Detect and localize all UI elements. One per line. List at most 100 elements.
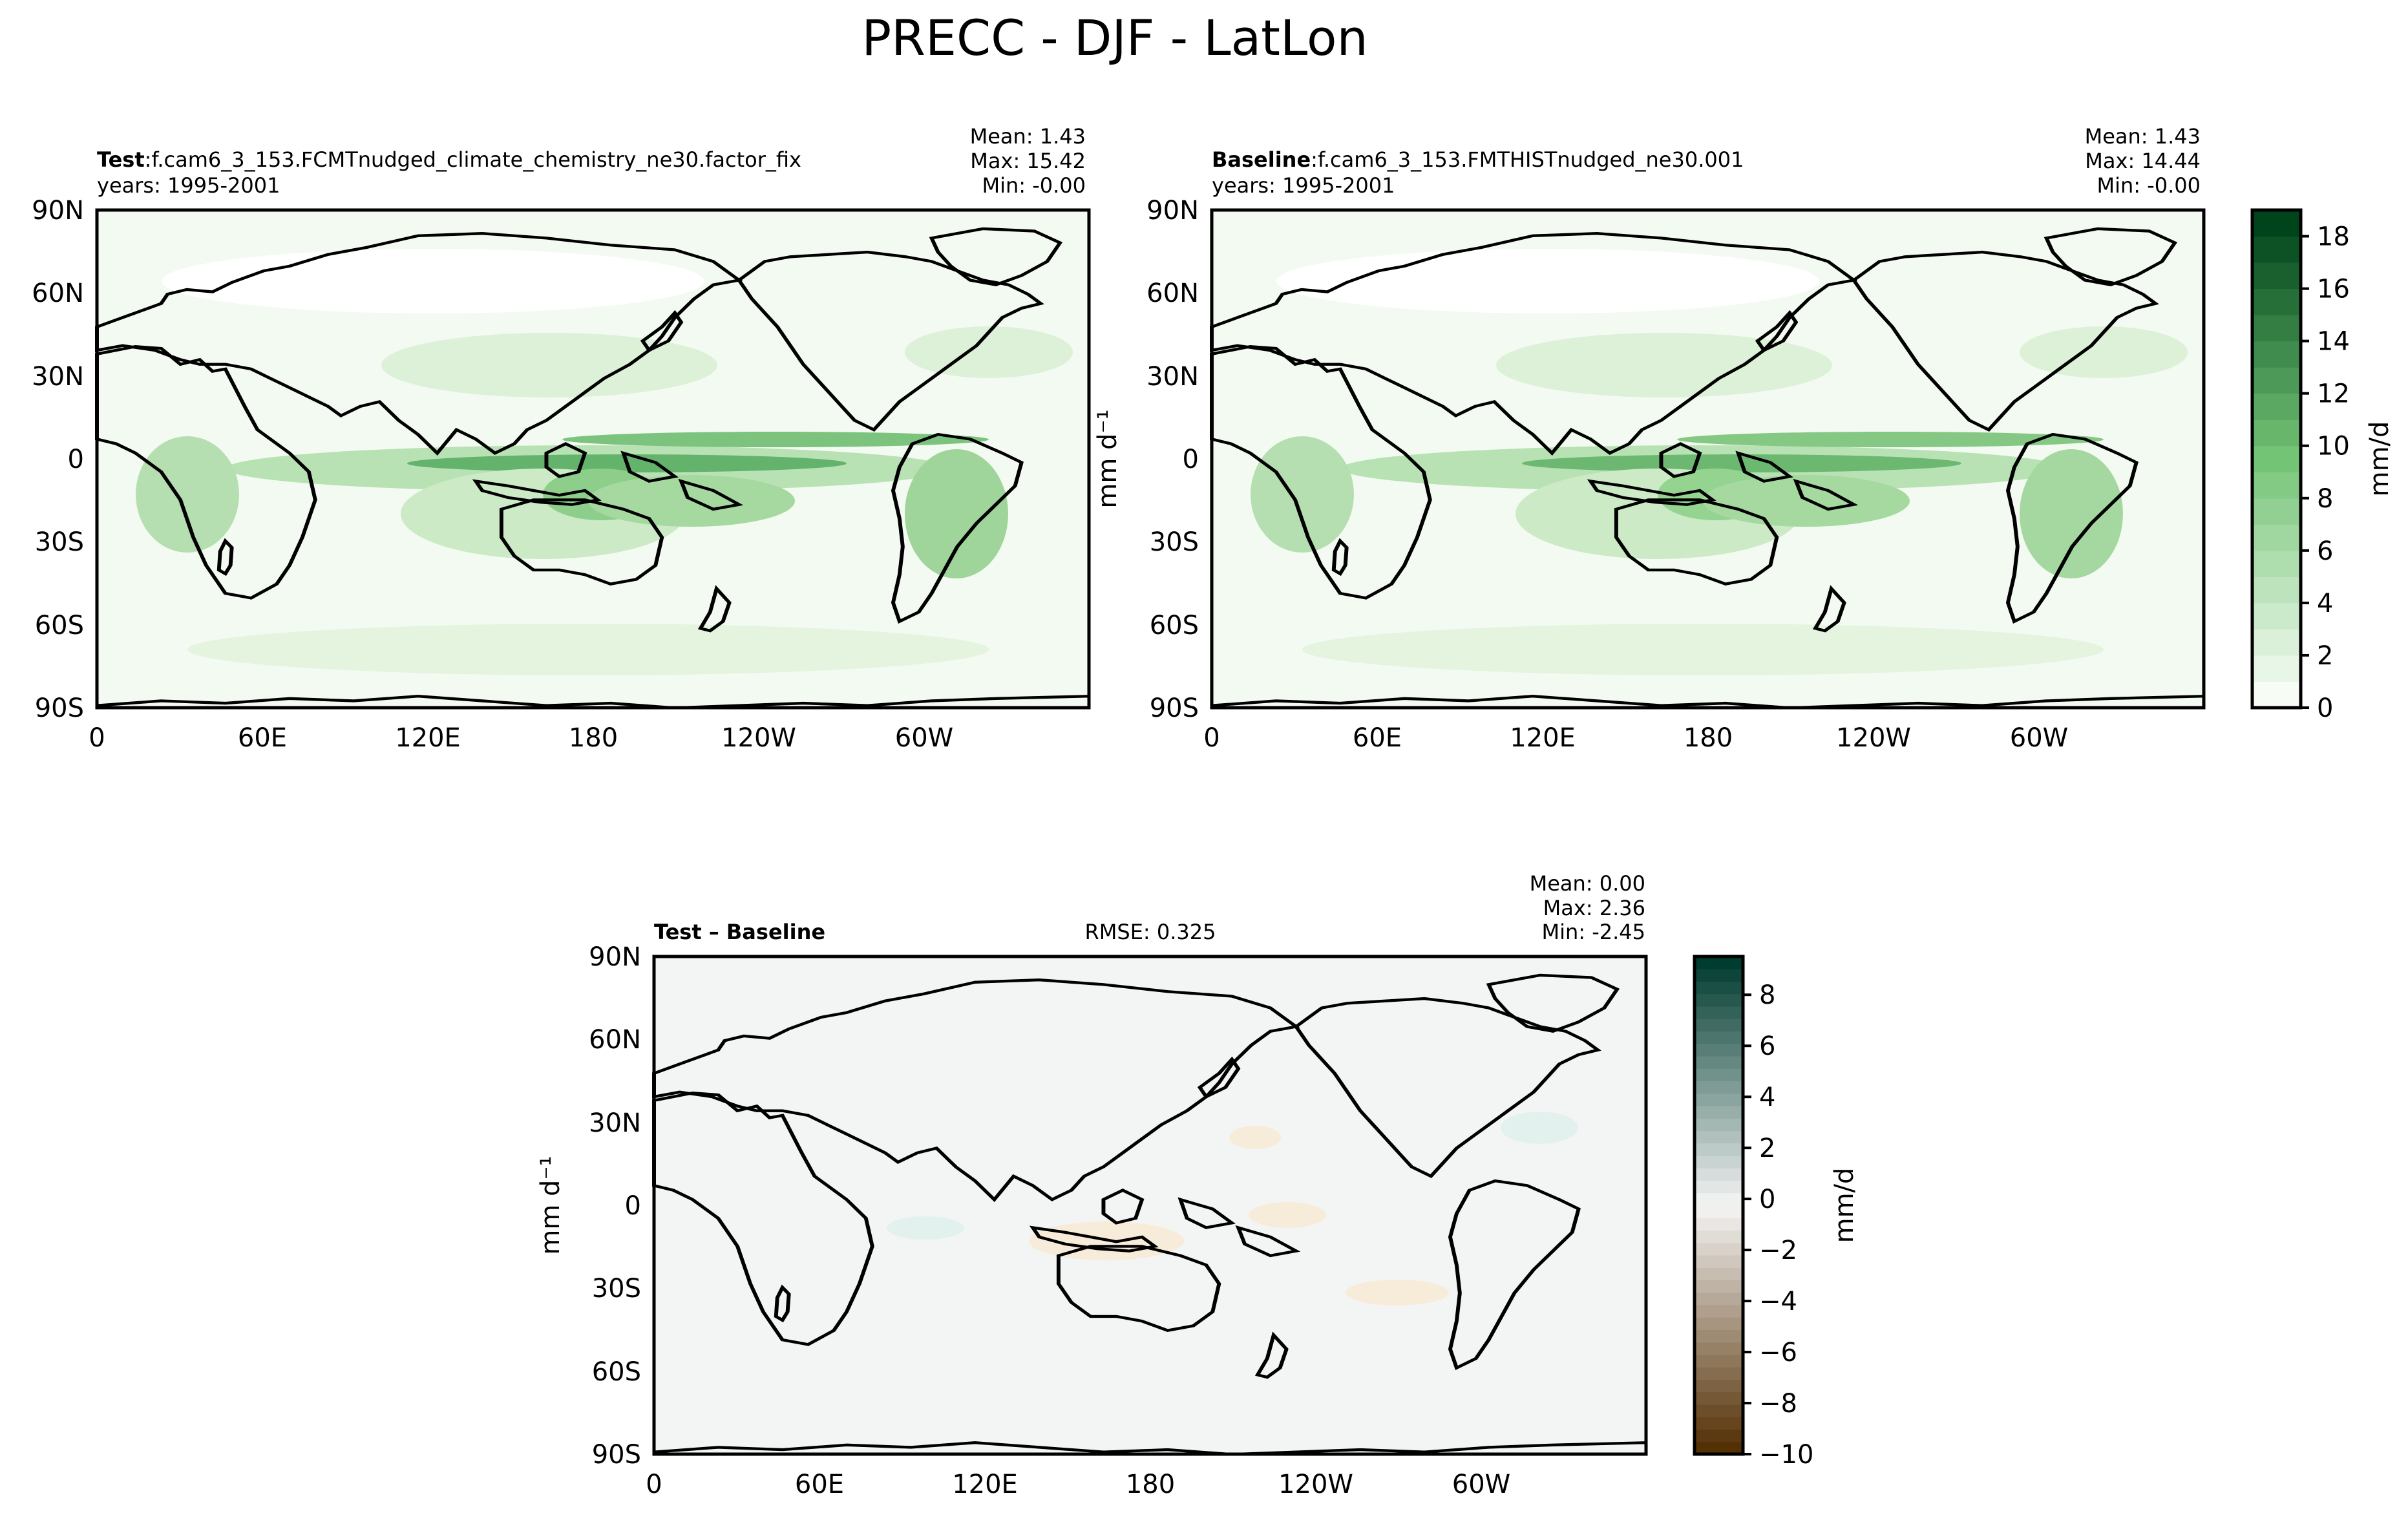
baseline-itcz-east-pacific — [1677, 432, 2104, 447]
diff-colorbar-step — [1695, 1329, 1743, 1343]
diff-colorbar-tick-label: −2 — [1759, 1236, 1797, 1265]
diff-colorbar-step — [1695, 1006, 1743, 1019]
diff-colorbar-tick-label: 6 — [1759, 1031, 1775, 1061]
test-panel: Test:f.cam6_3_153.FCMTnudged_climate_che… — [32, 124, 1089, 753]
baseline-npacific-storm-track — [1496, 333, 1832, 397]
baseline-mean: Mean: 1.43 — [2085, 124, 2201, 149]
baseline-lat-tick: 30N — [1146, 362, 1199, 392]
diff-colorbar-step — [1695, 1230, 1743, 1243]
diff-colorbar-frame — [1693, 955, 1745, 1456]
diff-map-background — [654, 957, 1646, 1454]
diff-mean: Mean: 0.00 — [1530, 871, 1645, 896]
top-colorbar-step — [2252, 655, 2301, 682]
baseline-panel: Baseline:f.cam6_3_153.FMTHISTnudged_ne30… — [1093, 124, 2204, 753]
baseline-map-frame — [1210, 208, 2206, 710]
diff-colorbar-step — [1695, 1417, 1743, 1430]
baseline-natlantic-storm-track — [2020, 326, 2188, 378]
test-map-frame — [95, 208, 1091, 710]
test-npacific-storm-track — [381, 333, 717, 397]
diff-colorbar-tick-label: −6 — [1759, 1338, 1797, 1368]
diff-colorbar-step — [1695, 1031, 1743, 1044]
diff-colorbar-step — [1695, 1168, 1743, 1181]
baseline-lon-tick: 60W — [2010, 723, 2068, 753]
top-colorbar-frame — [2250, 208, 2303, 710]
diff-units-label: mm d⁻¹ — [536, 1156, 565, 1254]
diff-lon-tick: 120W — [1278, 1470, 1353, 1499]
test-lon-tick: 120W — [721, 723, 796, 753]
test-lat-tick: 60S — [35, 611, 84, 640]
diff-max: Max: 2.36 — [1543, 896, 1645, 920]
top-colorbar-step — [2252, 393, 2301, 420]
top-colorbar-tick-label: 16 — [2317, 275, 2350, 304]
baseline-lon-tick: 120W — [1836, 723, 1911, 753]
test-lon-tick: 0 — [89, 723, 105, 753]
diff-lat-tick: 90S — [592, 1440, 641, 1470]
diff-colorbar-step — [1695, 1355, 1743, 1368]
diff-colorbar-step — [1695, 1242, 1743, 1256]
top-colorbar-step — [2252, 602, 2301, 629]
diff-colorbar-step — [1695, 1255, 1743, 1268]
top-colorbar-step — [2252, 498, 2301, 525]
top-colorbar-tick-label: 12 — [2317, 379, 2350, 409]
diff-colorbar-step — [1695, 1056, 1743, 1069]
test-lon-tick: 180 — [569, 723, 618, 753]
diff-colorbar-step — [1695, 1391, 1743, 1405]
top-colorbar-step — [2252, 576, 2301, 604]
test-amazon-precip — [905, 449, 1008, 578]
baseline-units-label: mm d⁻¹ — [1093, 409, 1123, 508]
top-colorbar-steps — [2252, 210, 2301, 708]
top-colorbar-step — [2252, 681, 2301, 708]
top-colorbar-step — [2252, 367, 2301, 394]
diff-lat-tick: 0 — [625, 1191, 641, 1221]
top-colorbar-tick-label: 6 — [2317, 536, 2333, 566]
diff-colorbar-steps — [1695, 957, 1743, 1455]
top-colorbar-step — [2252, 524, 2301, 551]
test-case-name: :f.cam6_3_153.FCMTnudged_climate_chemist… — [145, 147, 801, 172]
top-colorbar-tick-label: 0 — [2317, 693, 2333, 723]
baseline-dry-asia — [1276, 249, 1819, 313]
diff-colorbar-label: mm/d — [1830, 1168, 1859, 1243]
top-colorbar-tick-label: 14 — [2317, 327, 2350, 357]
diff-colorbar-step — [1695, 1180, 1743, 1194]
baseline-max: Max: 14.44 — [2085, 149, 2201, 173]
diff-colorbar-step — [1695, 1019, 1743, 1031]
baseline-lat-tick: 90N — [1146, 196, 1199, 226]
test-years: years: 1995-2001 — [97, 173, 280, 198]
diff-colorbar-step — [1695, 1118, 1743, 1131]
top-colorbar-step — [2252, 315, 2301, 342]
test-lat-tick: 30S — [35, 527, 84, 557]
test-southern-ocean-precip — [187, 624, 989, 675]
diff-colorbar-tick-label: −8 — [1759, 1389, 1797, 1419]
test-lon-tick: 60E — [238, 723, 287, 753]
diff-colorbar-step — [1695, 993, 1743, 1007]
diff-colorbar-step — [1695, 1081, 1743, 1094]
top-colorbar-tick-label: 10 — [2317, 432, 2350, 461]
baseline-lat-tick: 30S — [1150, 527, 1199, 557]
diff-colorbar-step — [1695, 1441, 1743, 1455]
diff-rmse: RMSE: 0.325 — [1085, 920, 1216, 944]
baseline-label: Baseline — [1212, 147, 1311, 172]
diff-negative-anomaly — [1249, 1202, 1326, 1228]
diff-panel: Test – Baseline RMSE: 0.325 Mean: 0.00 M… — [536, 871, 1646, 1499]
diff-lon-tick: 180 — [1126, 1470, 1175, 1499]
diff-negative-anomaly — [1229, 1126, 1281, 1149]
diff-lat-tick: 60N — [589, 1025, 641, 1055]
diff-lon-tick: 0 — [646, 1470, 662, 1499]
baseline-lon-tick: 120E — [1510, 723, 1576, 753]
baseline-lat-tick: 60S — [1150, 611, 1199, 640]
diff-colorbar-step — [1695, 1342, 1743, 1355]
figure-title: PRECC - DJF - LatLon — [861, 9, 1368, 67]
diff-colorbar-tick-label: 2 — [1759, 1134, 1775, 1163]
baseline-lon-tick: 180 — [1684, 723, 1733, 753]
diff-min: Min: -2.45 — [1541, 920, 1645, 944]
baseline-years: years: 1995-2001 — [1212, 173, 1395, 198]
diff-colorbar-step — [1695, 1205, 1743, 1218]
diff-lat-tick: 30S — [592, 1274, 641, 1304]
diff-colorbar-step — [1695, 1106, 1743, 1119]
test-africa-precip — [136, 436, 239, 553]
top-colorbar-tick-label: 18 — [2317, 222, 2350, 252]
diff-colorbar-step — [1695, 1379, 1743, 1393]
top-colorbar-step — [2252, 419, 2301, 447]
diff-colorbar-step — [1695, 1429, 1743, 1443]
diff-map-frame — [652, 955, 1648, 1456]
